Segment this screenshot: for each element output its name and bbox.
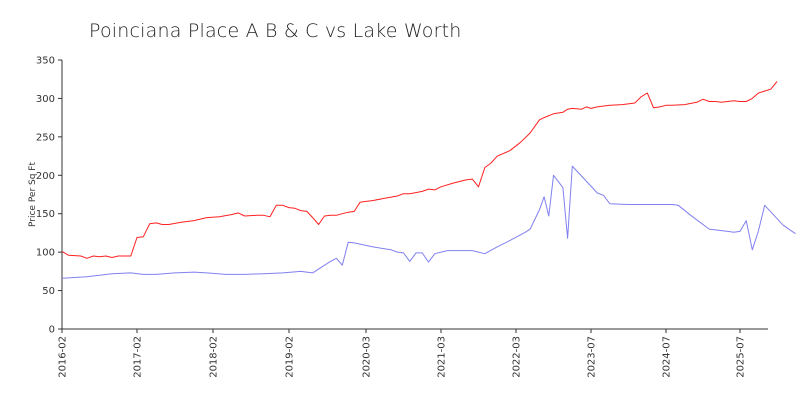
chart-title: Poinciana Place A B & C vs Lake Worth <box>89 20 462 42</box>
x-tick-label: 2019-02 <box>285 336 296 378</box>
y-tick-label: 0 <box>49 325 55 336</box>
y-tick-label: 50 <box>42 286 55 297</box>
x-tick-label: 2021-03 <box>437 336 448 378</box>
x-tick-label: 2025-07 <box>736 336 747 378</box>
series-line-2 <box>61 165 796 279</box>
x-tick-label: 2022-03 <box>512 336 523 378</box>
x-tick-label: 2017-02 <box>133 336 144 378</box>
axes: 0 50 100 150 200 250 300 350 2016-02 2017-02 2018-… <box>36 56 768 378</box>
x-tick-label: 2024-07 <box>662 336 673 378</box>
x-tick-label: 2023-07 <box>587 336 598 378</box>
y-axis-title: Price Per Sq Ft <box>28 162 38 227</box>
x-tick-label: 2016-02 <box>58 336 69 378</box>
y-tick-label: 100 <box>36 248 55 259</box>
y-tick-label: 300 <box>36 94 55 105</box>
series-line-1 <box>61 81 778 259</box>
y-tick-label: 150 <box>36 209 55 220</box>
x-tick-label: 2020-03 <box>362 336 373 378</box>
y-tick-label: 200 <box>36 171 55 182</box>
y-tick-label: 250 <box>36 132 55 143</box>
x-tick-label: 2018-02 <box>209 336 220 378</box>
series-layer <box>61 81 796 279</box>
y-tick-label: 350 <box>36 56 55 67</box>
